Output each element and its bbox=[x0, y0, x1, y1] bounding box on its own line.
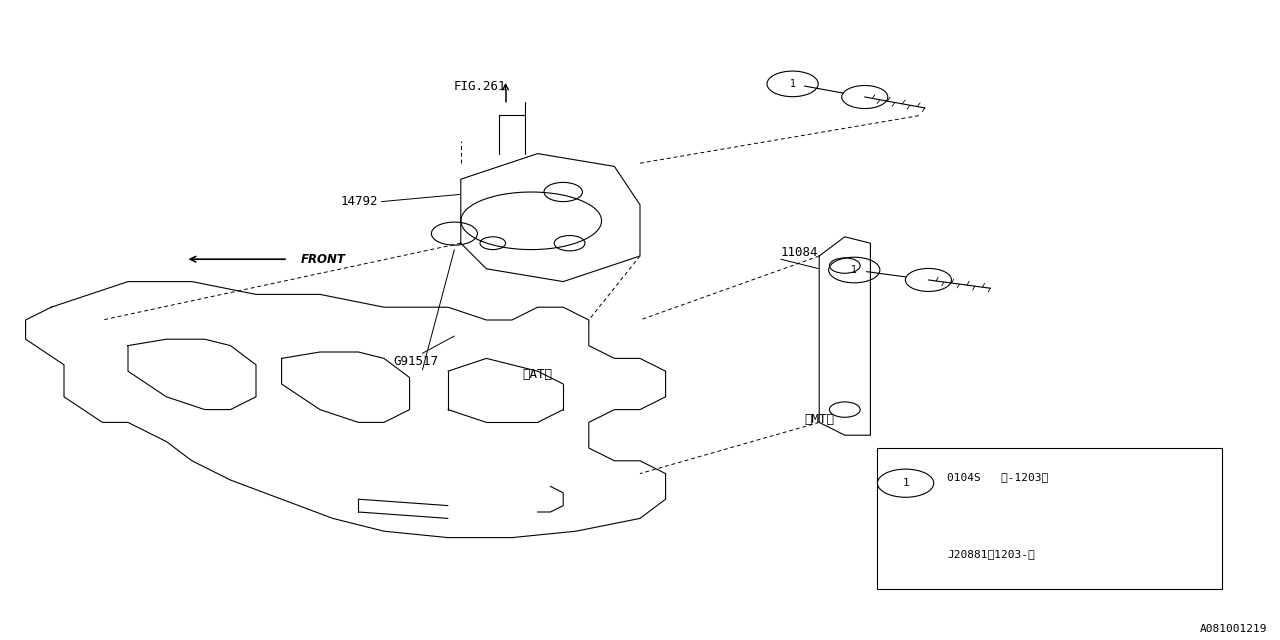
Text: 〈AT〉: 〈AT〉 bbox=[522, 368, 553, 381]
Text: 1: 1 bbox=[851, 265, 858, 275]
Text: 1: 1 bbox=[790, 79, 796, 89]
Text: 14792: 14792 bbox=[340, 195, 378, 208]
Text: G91517: G91517 bbox=[393, 355, 439, 368]
Text: FRONT: FRONT bbox=[301, 253, 346, 266]
Text: 11084: 11084 bbox=[781, 246, 818, 259]
Text: A081001219: A081001219 bbox=[1199, 623, 1267, 634]
Polygon shape bbox=[819, 237, 870, 435]
FancyBboxPatch shape bbox=[877, 448, 1222, 589]
Text: J20881〈1203-〉: J20881〈1203-〉 bbox=[947, 548, 1036, 559]
Text: 0104S   〈-1203〉: 0104S 〈-1203〉 bbox=[947, 472, 1048, 482]
Polygon shape bbox=[461, 154, 640, 282]
Text: FIG.261: FIG.261 bbox=[453, 80, 507, 93]
Text: 〈MT〉: 〈MT〉 bbox=[804, 413, 835, 426]
Text: 1: 1 bbox=[902, 478, 909, 488]
